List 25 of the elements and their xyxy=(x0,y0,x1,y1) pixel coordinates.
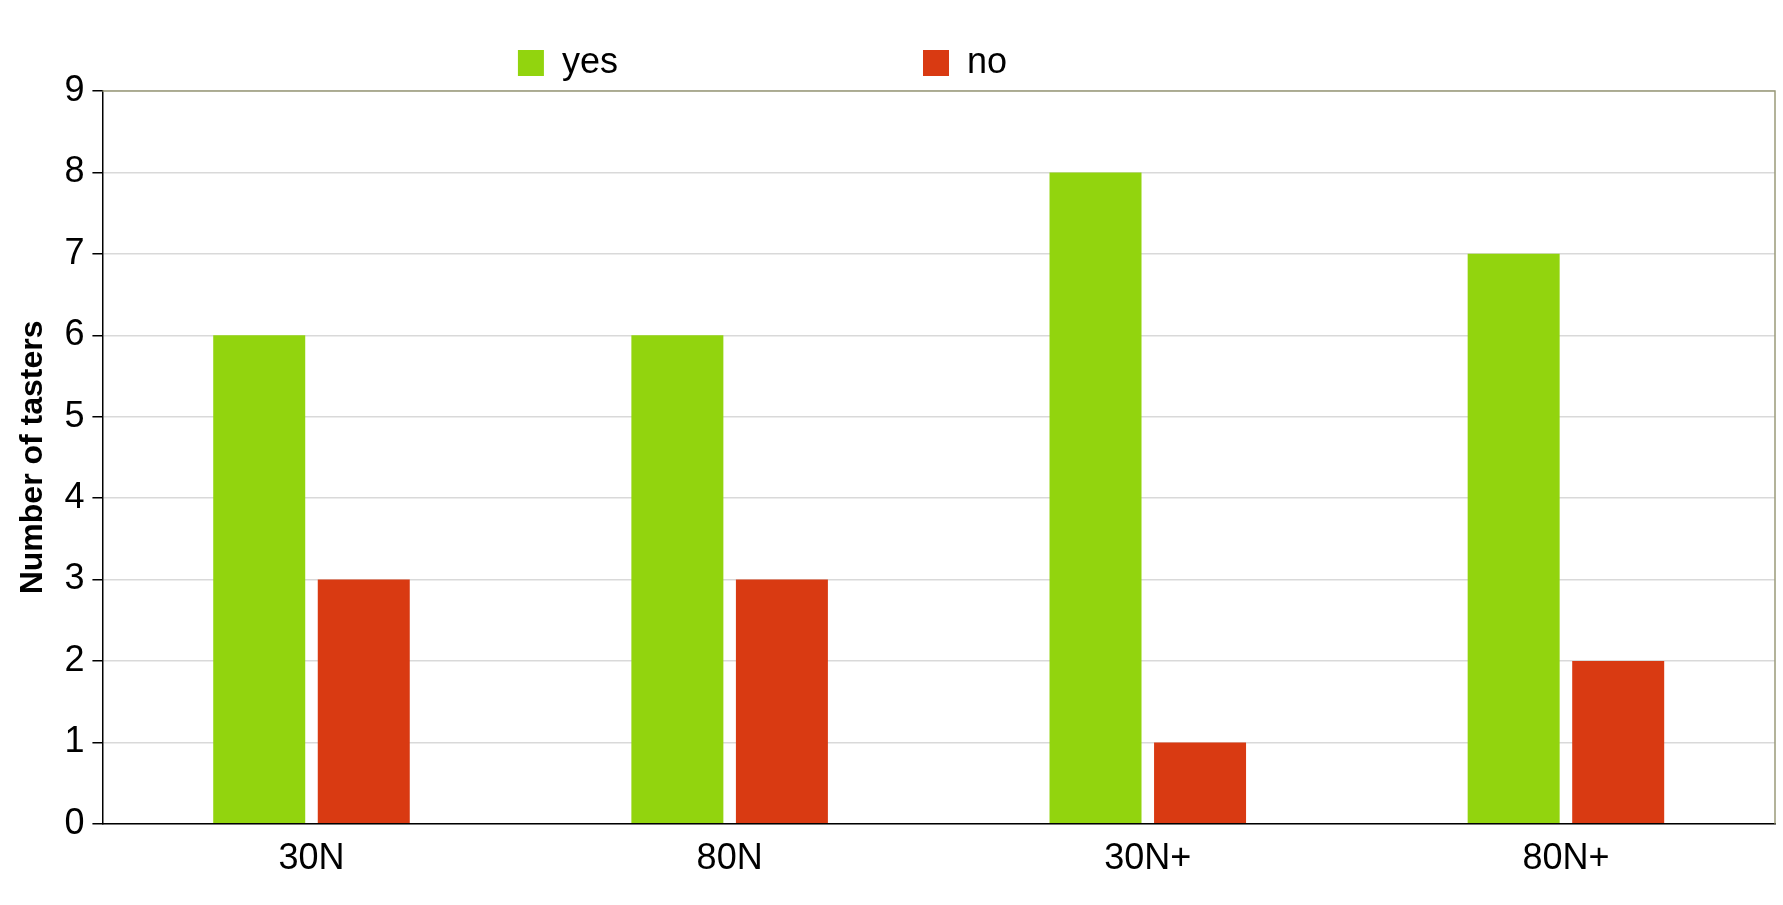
y-axis-title: Number of tasters xyxy=(13,320,50,595)
bar xyxy=(631,335,724,824)
legend-label: no xyxy=(966,39,1268,81)
bar xyxy=(213,335,306,824)
bar xyxy=(1049,172,1142,824)
x-tick-label: 30N xyxy=(278,836,345,878)
y-tick-label: 0 xyxy=(64,800,85,842)
y-tick-label: 4 xyxy=(64,475,85,517)
y-tick-label: 9 xyxy=(64,67,85,109)
y-tick-label: 8 xyxy=(64,149,85,191)
y-tick-label: 3 xyxy=(64,556,85,598)
y-tick-label: 2 xyxy=(64,637,85,679)
bar xyxy=(317,579,410,824)
x-tick-label: 80N+ xyxy=(1522,836,1610,878)
bar xyxy=(1467,253,1560,824)
x-tick-label: 30N+ xyxy=(1104,836,1192,878)
y-tick-label: 7 xyxy=(64,230,85,272)
bar xyxy=(735,579,828,824)
bar xyxy=(1572,660,1665,824)
x-tick-label: 80N xyxy=(696,836,763,878)
y-tick-label: 5 xyxy=(64,393,85,435)
legend-label: yes xyxy=(561,39,878,81)
y-tick-label: 6 xyxy=(64,312,85,354)
y-tick-label: 1 xyxy=(64,719,85,761)
bar xyxy=(1154,742,1247,824)
